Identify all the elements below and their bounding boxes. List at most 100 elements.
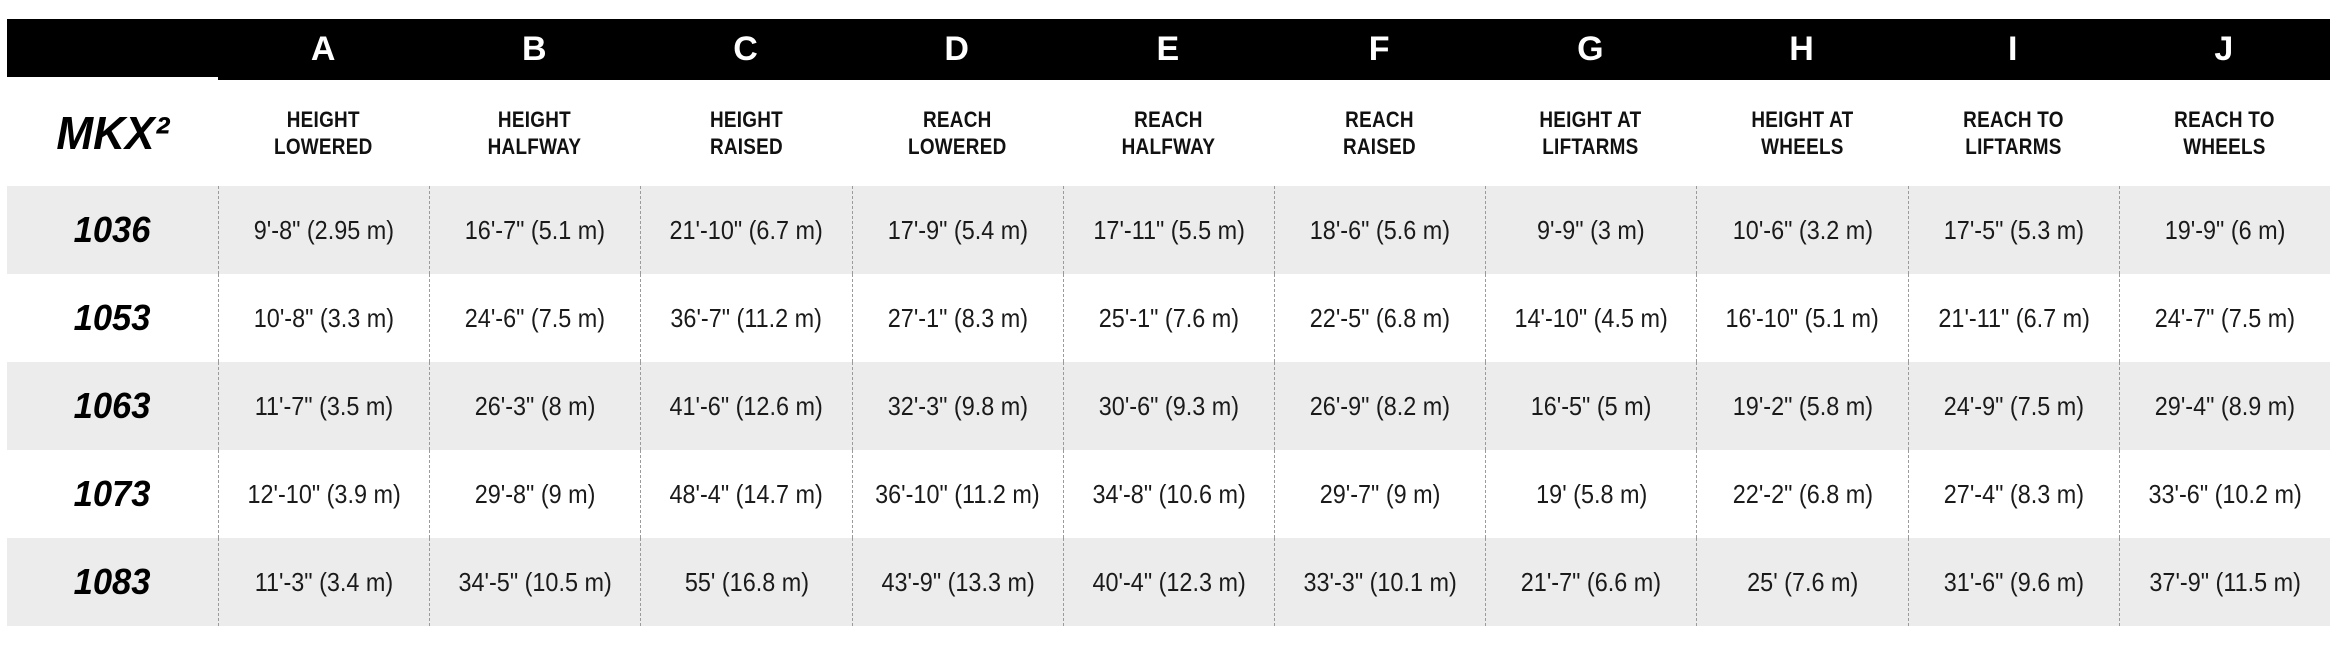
column-header-reach-lowered: REACH LOWERED: [852, 80, 1063, 186]
column-header-reach-raised: REACH RAISED: [1274, 80, 1485, 186]
column-letter-b: B: [522, 30, 548, 68]
model-cell: 1083: [7, 538, 218, 626]
table-cell: 10'-8" (3.3 m): [218, 274, 429, 362]
cell-value: 17'-5" (5.3 m): [1943, 214, 2084, 245]
table-cell: 24'-9" (7.5 m): [1907, 362, 2119, 450]
table-cell: 55' (16.8 m): [640, 538, 851, 626]
table-cell: 17'-11" (5.5 m): [1062, 186, 1274, 274]
model-number: 1053: [74, 297, 151, 338]
table-cell: 29'-7" (9 m): [1273, 450, 1485, 538]
cell-value: 21'-10" (6.7 m): [669, 214, 824, 245]
table-cell: 34'-5" (10.5 m): [429, 538, 640, 626]
column-header-label: REACH LOWERED: [907, 106, 1007, 160]
table-cell: 21'-10" (6.7 m): [640, 186, 851, 274]
cell-value: 24'-6" (7.5 m): [465, 302, 606, 333]
cell-value: 11'-7" (3.5 m): [254, 390, 394, 421]
table-cell: 43'-9" (13.3 m): [851, 538, 1063, 626]
cell-value: 19'-2" (5.8 m): [1732, 390, 1873, 421]
cell-value: 26'-9" (8.2 m): [1309, 390, 1451, 421]
model-number: 1083: [74, 561, 151, 602]
column-header-label: HEIGHT LOWERED: [274, 106, 373, 160]
table-row-1053: 1053 10'-8" (3.3 m) 24'-6" (7.5 m) 36'-7…: [7, 274, 2330, 362]
model-cell: 1053: [7, 274, 218, 362]
table-cell: 19'-2" (5.8 m): [1696, 362, 1907, 450]
column-letter-a: A: [310, 30, 337, 68]
table-cell: 18'-6" (5.6 m): [1273, 186, 1485, 274]
table-cell: 29'-4" (8.9 m): [2118, 362, 2330, 450]
column-header-height-halfway: HEIGHT HALFWAY: [429, 80, 640, 186]
table-cell: 27'-1" (8.3 m): [851, 274, 1063, 362]
model-cell: 1036: [7, 186, 218, 274]
table-cell: 24'-6" (7.5 m): [429, 274, 640, 362]
table-cell: 33'-3" (10.1 m): [1273, 538, 1485, 626]
table-cell: 40'-4" (12.3 m): [1062, 538, 1274, 626]
table-cell: 10'-6" (3.2 m): [1696, 186, 1907, 274]
column-header-label: HEIGHT HALFWAY: [487, 106, 582, 160]
cell-value: 34'-8" (10.6 m): [1092, 478, 1246, 509]
cell-value: 34'-5" (10.5 m): [458, 566, 612, 597]
cell-value: 36'-10" (11.2 m): [875, 478, 1040, 509]
table-cell: 21'-7" (6.6 m): [1485, 538, 1696, 626]
column-header-reach-to-liftarms: REACH TO LIFTARMS: [1908, 80, 2119, 186]
column-header-label: REACH RAISED: [1343, 106, 1417, 160]
table-cell: 30'-6" (9.3 m): [1062, 362, 1274, 450]
column-header-label: REACH TO WHEELS: [2174, 106, 2275, 160]
table-cell: 11'-3" (3.4 m): [218, 538, 429, 626]
table-cell: 22'-2" (6.8 m): [1696, 450, 1907, 538]
table-row-1083: 1083 11'-3" (3.4 m) 34'-5" (10.5 m) 55' …: [7, 538, 2330, 626]
table-cell: 25' (7.6 m): [1696, 538, 1907, 626]
table-cell: 36'-7" (11.2 m): [640, 274, 851, 362]
cell-value: 12'-10" (3.9 m): [247, 478, 401, 509]
table-cell: 37'-9" (11.5 m): [2118, 538, 2330, 626]
table-cell: 36'-10" (11.2 m): [851, 450, 1063, 538]
cell-value: 27'-1" (8.3 m): [887, 302, 1028, 333]
cell-value: 19' (5.8 m): [1535, 478, 1647, 509]
cell-value: 10'-6" (3.2 m): [1732, 214, 1873, 245]
cell-value: 31'-6" (9.6 m): [1943, 566, 2084, 597]
column-header-label: HEIGHT AT WHEELS: [1750, 106, 1854, 160]
model-number: 1063: [74, 385, 151, 426]
table-cell: 21'-11" (6.7 m): [1907, 274, 2119, 362]
table-cell: 19'-9" (6 m): [2118, 186, 2330, 274]
table-cell: 27'-4" (8.3 m): [1907, 450, 2119, 538]
letter-header-spacer: [7, 19, 218, 80]
column-header-label: REACH HALFWAY: [1121, 106, 1216, 160]
table-cell: 9'-8" (2.95 m): [218, 186, 429, 274]
table-row-1063: 1063 11'-7" (3.5 m) 26'-3" (8 m) 41'-6" …: [7, 362, 2330, 450]
table-row-1036: 1036 9'-8" (2.95 m) 16'-7" (5.1 m) 21'-1…: [7, 186, 2330, 274]
cell-value: 11'-3" (3.4 m): [254, 566, 394, 597]
table-cell: 22'-5" (6.8 m): [1273, 274, 1485, 362]
table-cell: 16'-10" (5.1 m): [1696, 274, 1907, 362]
table-cell: 16'-7" (5.1 m): [429, 186, 640, 274]
model-cell: 1073: [7, 450, 218, 538]
table-cell: 31'-6" (9.6 m): [1907, 538, 2119, 626]
cell-value: 19'-9" (6 m): [2164, 214, 2286, 245]
column-letter-e: E: [1156, 30, 1181, 68]
cell-value: 26'-3" (8 m): [474, 390, 596, 421]
cell-value: 16'-5" (5 m): [1530, 390, 1652, 421]
cell-value: 27'-4" (8.3 m): [1943, 478, 2084, 509]
table-cell: 11'-7" (3.5 m): [218, 362, 429, 450]
column-letter-h: H: [1789, 30, 1815, 68]
cell-value: 9'-9" (3 m): [1537, 214, 1646, 245]
cell-value: 29'-4" (8.9 m): [2154, 390, 2295, 421]
cell-value: 33'-6" (10.2 m): [2148, 478, 2302, 509]
column-letter-i: I: [2007, 30, 2019, 68]
cell-value: 33'-3" (10.1 m): [1303, 566, 1457, 597]
table-cell: 26'-9" (8.2 m): [1273, 362, 1485, 450]
cell-value: 24'-7" (7.5 m): [2154, 302, 2295, 333]
cell-value: 10'-8" (3.3 m): [253, 302, 395, 333]
spec-table: A B C D E F G H I J MKX² HEIGHT LOWERED …: [7, 19, 2330, 626]
table-cell: 41'-6" (12.6 m): [640, 362, 851, 450]
cell-value: 17'-9" (5.4 m): [887, 214, 1028, 245]
cell-value: 32'-3" (9.8 m): [887, 390, 1028, 421]
cell-value: 30'-6" (9.3 m): [1098, 390, 1239, 421]
table-cell: 33'-6" (10.2 m): [2118, 450, 2330, 538]
column-letter-f: F: [1368, 30, 1391, 68]
column-header-height-at-liftarms: HEIGHT AT LIFTARMS: [1485, 80, 1696, 186]
cell-value: 25' (7.6 m): [1746, 566, 1859, 597]
cell-value: 17'-11" (5.5 m): [1093, 214, 1245, 245]
column-header-label: HEIGHT AT LIFTARMS: [1539, 106, 1642, 160]
table-cell: 34'-8" (10.6 m): [1062, 450, 1274, 538]
cell-value: 40'-4" (12.3 m): [1092, 566, 1246, 597]
